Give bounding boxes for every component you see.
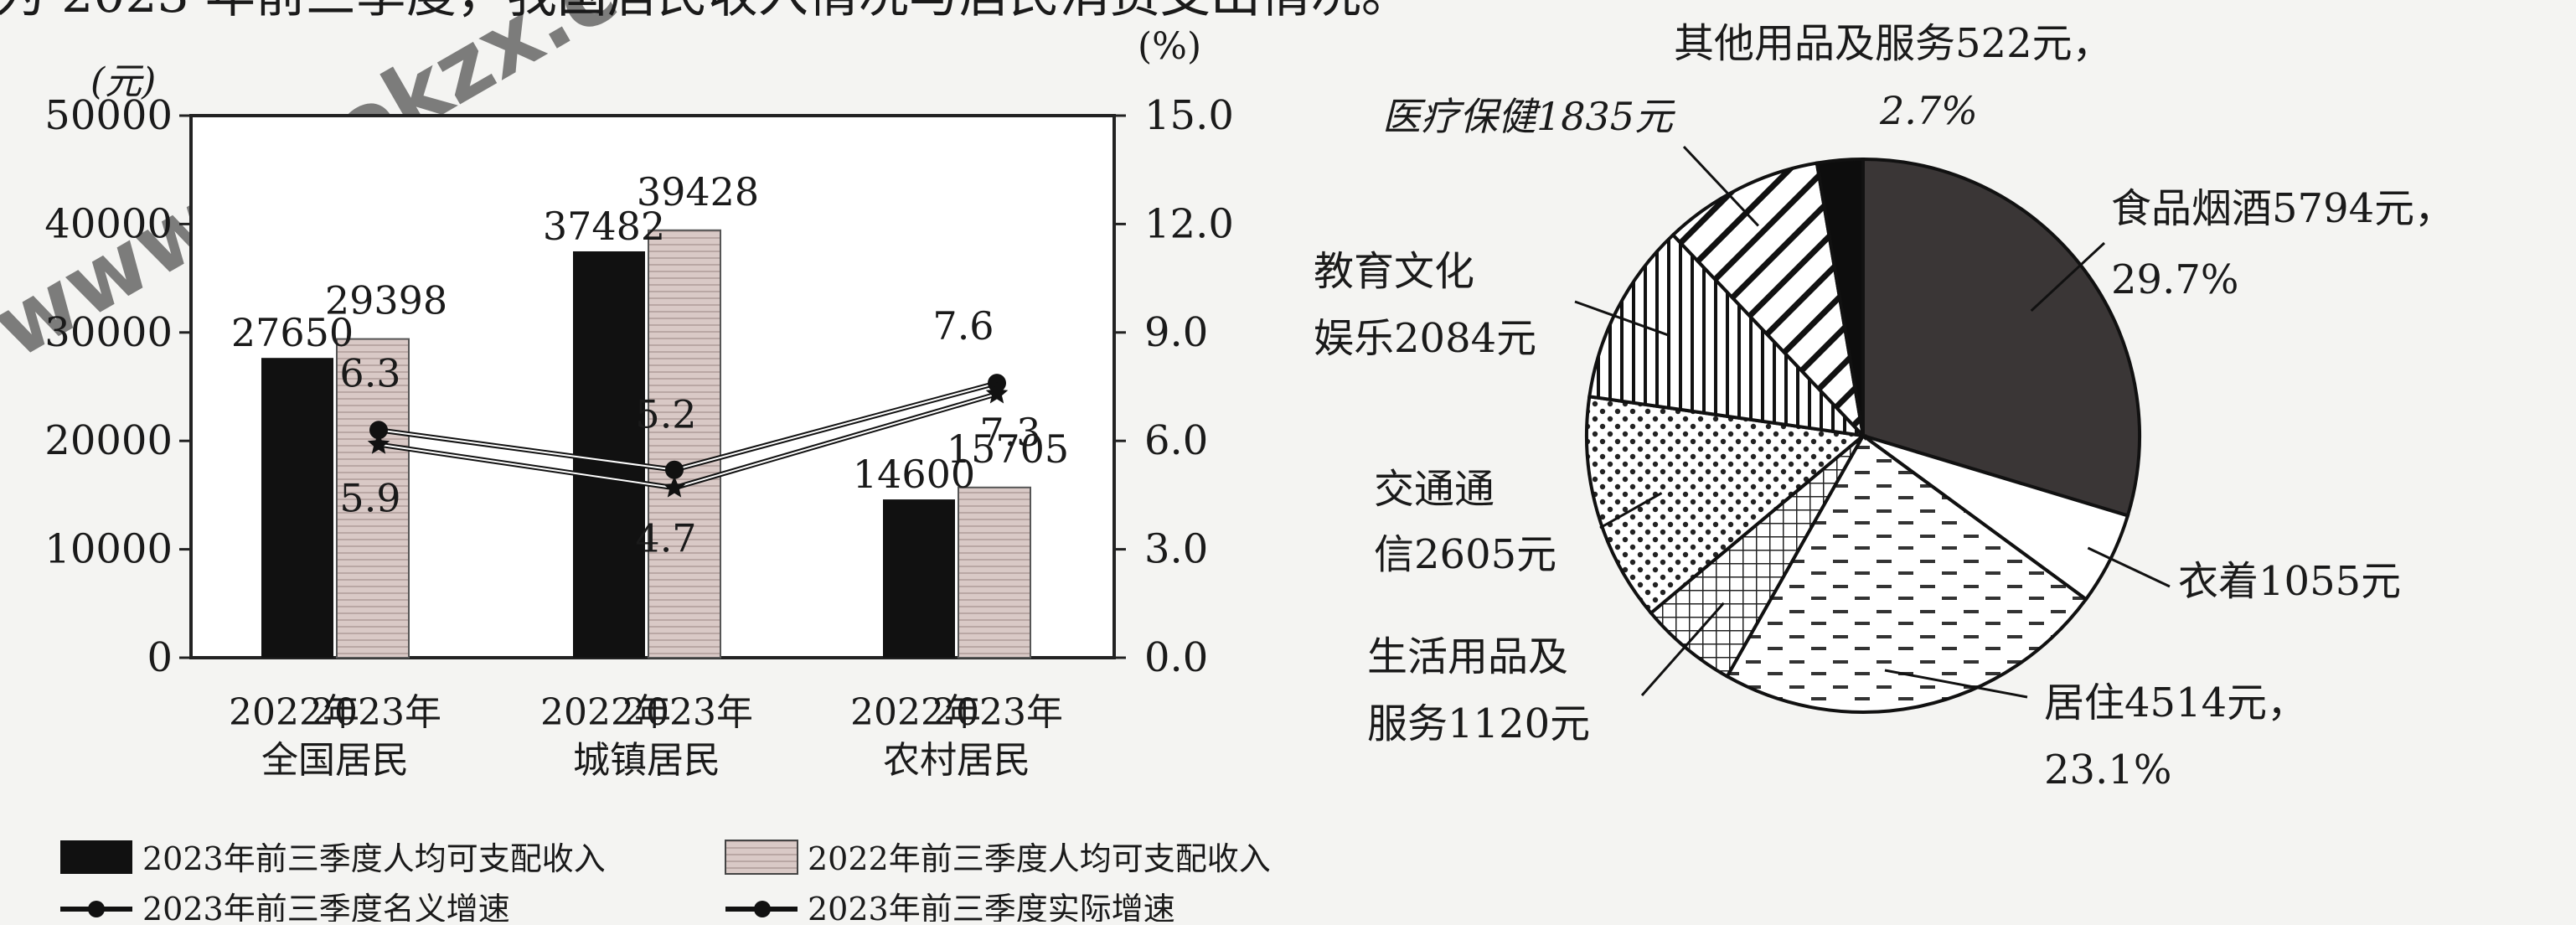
marker-nominal — [665, 460, 684, 479]
pie-leader — [1682, 145, 1759, 227]
line-value-label: 7.6 — [932, 303, 994, 349]
pie-slice-5 — [1587, 232, 1868, 438]
line-value-label: 6.3 — [339, 350, 400, 395]
pie-pct-label: 2.7% — [1879, 88, 1978, 133]
line-value-label: 4.7 — [635, 515, 696, 561]
pie-label: 居住4514元， — [2044, 680, 2307, 726]
pie-label: 服务1120元 — [1367, 700, 1590, 747]
pie-label: 教育文化 — [1314, 248, 1474, 295]
pie-label: 衣着1055元 — [2178, 558, 2401, 605]
income-bar-line-chart: 0 10000 20000 30000 40000 50000(元) 0.0 3.0 6.0 9.… — [44, 25, 1271, 925]
pie-slice-7 — [1815, 157, 1865, 437]
legend-label: 2023年前三季度实际增速 — [808, 891, 1175, 922]
bar-0-a — [261, 358, 333, 658]
bar-0-b — [336, 338, 410, 659]
marker-nominal — [369, 421, 388, 440]
pie-leader — [1574, 300, 1670, 337]
x-bar-label: 2022年 — [540, 691, 671, 734]
x-bar-label: 2023年 — [622, 691, 753, 734]
legend-label: 2023年前三季度人均可支配收入 — [142, 840, 606, 877]
y-left-unit: (元) — [90, 60, 156, 103]
bar-value-label: 39428 — [637, 169, 759, 214]
line-value-label: 7.3 — [979, 410, 1040, 455]
bar-value-label: 15705 — [947, 426, 1069, 472]
line-value-label: 5.2 — [635, 392, 696, 437]
y-right-tick-label: 15.0 — [1144, 92, 1234, 139]
y-right-unit: (%) — [1138, 25, 1201, 68]
bar-value-label: 37482 — [543, 204, 665, 249]
y-left-tick-label: 10000 — [44, 526, 173, 573]
x-bar-label: 2023年 — [311, 691, 441, 734]
y-right-tick-label: 3.0 — [1144, 526, 1208, 573]
pie-label: 食品烟酒5794元， — [2111, 185, 2455, 232]
pie-leader — [2087, 546, 2171, 588]
legend-swatch-bar-2023 — [60, 840, 132, 874]
bar-2-a — [883, 499, 955, 658]
pie-pct-label: 29.7% — [2111, 256, 2238, 303]
x-bar-label: 2022年 — [229, 691, 359, 734]
pie-label: 信2605元 — [1374, 531, 1556, 578]
x-bar-label: 2022年 — [850, 691, 981, 734]
bar-value-label: 29398 — [325, 278, 447, 323]
legend-label: 2022年前三季度人均可支配收入 — [808, 840, 1271, 877]
pie-leader — [2030, 241, 2106, 313]
pie-slice-0 — [1861, 157, 2141, 518]
x-group-label: 全国居民 — [261, 739, 409, 782]
page-heading: 为 2023 年前三季度，我国居民收入情况与居民消费支出情况。 — [0, 0, 1412, 24]
x-group-label: 城镇居民 — [573, 739, 720, 782]
pie-label: 交通通 — [1374, 466, 1494, 513]
legend-marker-nominal — [88, 901, 105, 917]
bar-2-b — [958, 486, 1031, 659]
pie-label: 娱乐2084元 — [1314, 315, 1536, 362]
marker-real — [367, 432, 390, 454]
legend-swatch-bar-2022 — [725, 840, 798, 875]
y-left-tick-label: 20000 — [44, 417, 173, 464]
pie-leader — [1884, 669, 2028, 699]
pie-slice-2 — [1724, 433, 2088, 714]
y-left-tick-label: 0 — [147, 634, 173, 681]
legend-marker-real — [754, 901, 771, 917]
bar-value-label: 27650 — [231, 310, 354, 355]
y-left-tick-label: 40000 — [44, 200, 173, 247]
marker-real — [985, 382, 1009, 404]
y-left-tick-label: 30000 — [44, 309, 173, 356]
pie-leader — [1640, 602, 1725, 696]
x-bar-label: 2023年 — [932, 691, 1063, 734]
y-right-tick-label: 6.0 — [1144, 417, 1208, 464]
y-left-tick-label: 50000 — [44, 92, 173, 139]
pie-leader — [1599, 492, 1663, 530]
pie-label: 生活用品及 — [1367, 633, 1568, 680]
pie-pct-label: 23.1% — [2044, 747, 2171, 793]
pie-slice-4 — [1585, 395, 1867, 616]
bar-value-label: 14600 — [853, 452, 975, 497]
marker-real — [663, 476, 686, 498]
y-right-tick-label: 12.0 — [1144, 200, 1234, 247]
pie-label: 其他用品及服务522元， — [1674, 20, 2113, 67]
bar-1-a — [573, 251, 645, 658]
y-right-tick-label: 9.0 — [1144, 309, 1208, 356]
legend-label: 2023年前三季度名义增速 — [142, 891, 510, 922]
y-right-tick-label: 0.0 — [1144, 634, 1208, 681]
line-value-label: 5.9 — [339, 476, 400, 521]
x-group-label: 农村居民 — [883, 739, 1030, 782]
pie-label: 医疗保健1835元 — [1382, 94, 1675, 139]
bar-1-b — [648, 229, 721, 659]
pie-slice-6 — [1670, 161, 1866, 442]
